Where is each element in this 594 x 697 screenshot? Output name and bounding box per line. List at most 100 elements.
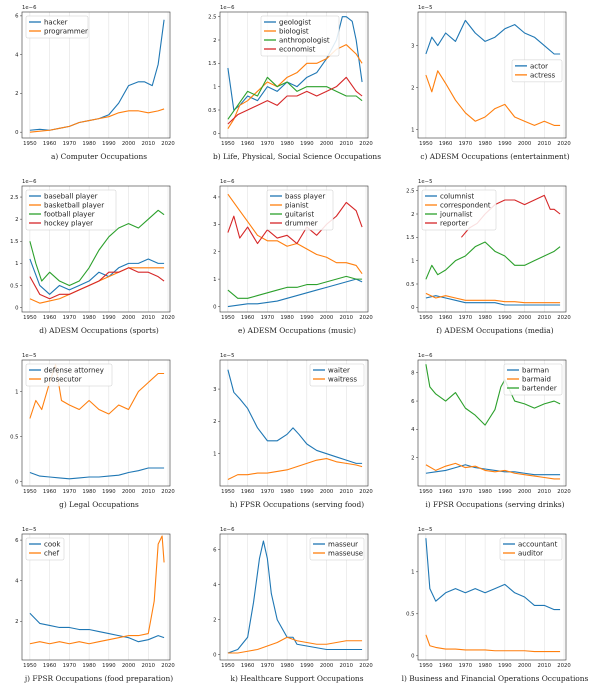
series-line-defense-attorney: [29, 467, 165, 480]
x-tick-label: 1980: [82, 489, 96, 495]
x-tick-label: 1990: [498, 663, 512, 669]
y-tick-label: 0: [15, 305, 19, 311]
legend-box: [421, 189, 497, 231]
series-line-cook: [29, 612, 165, 643]
y-tick-label: 2.5: [406, 188, 414, 194]
chart-panel: 1950 1960 1970 1980 1990 2000 2010 2020 0 0.5 1 1e−…: [0, 348, 198, 522]
chart-caption: f) ADESM Occupations (media): [436, 326, 554, 335]
x-tick-label: 1950: [221, 663, 235, 669]
x-tick-label: 1960: [439, 663, 453, 669]
x-tick-label: 2010: [340, 141, 354, 147]
chart-panel: 1950 1960 1970 1980 1990 2000 2010 2020 0 0.5 1 1e−…: [396, 522, 594, 696]
series-line-bass-player: [227, 278, 363, 308]
y-tick-label: 2.5: [208, 14, 216, 20]
x-tick-label: 2000: [518, 489, 532, 495]
x-tick-label: 1980: [82, 663, 96, 669]
x-tick-label: 1990: [300, 141, 314, 147]
x-tick-label: 1960: [241, 489, 255, 495]
legend-label: bartender: [522, 384, 557, 392]
y-tick-label: 3: [213, 222, 216, 228]
series-line-actor: [425, 19, 561, 55]
series-line-programmer: [29, 108, 165, 133]
series-line-pianist: [227, 193, 363, 274]
chart-panel: 1950 1960 1970 1980 1990 2000 2010 2020 0 0.5 1 1.5…: [396, 174, 594, 348]
x-tick-label: 1960: [43, 315, 57, 321]
x-tick-label: 1980: [478, 489, 492, 495]
y-tick-label: 2: [411, 212, 414, 218]
x-tick-label: 1960: [241, 141, 255, 147]
series-line-journalist: [425, 241, 561, 280]
y-tick-label: 0: [411, 305, 415, 311]
y-tick-label: 0.5: [10, 283, 18, 289]
scale-label: 1e−5: [22, 527, 36, 533]
x-tick-label: 2000: [320, 141, 334, 147]
x-tick-label: 1980: [280, 315, 294, 321]
x-tick-label: 1970: [459, 663, 473, 669]
y-tick-label: 0: [213, 131, 217, 137]
x-tick-label: 1960: [241, 315, 255, 321]
legend-label: actress: [530, 71, 556, 79]
series-line-anthropologist: [227, 76, 363, 120]
x-tick-label: 2010: [340, 663, 354, 669]
series-line-waitress: [227, 457, 363, 481]
x-tick-label: 1960: [439, 315, 453, 321]
y-tick-label: 6: [213, 548, 217, 554]
scale-label: 1e−6: [22, 5, 37, 11]
x-tick-label: 2020: [161, 141, 175, 147]
x-tick-label: 2010: [538, 489, 552, 495]
y-tick-label: 2: [15, 91, 18, 97]
chart-svg: 1950 1960 1970 1980 1990 2000 2010 2020 0 0.5 1 1e−…: [10, 353, 175, 495]
x-tick-label: 1950: [419, 141, 433, 147]
y-tick-label: 0: [15, 130, 19, 136]
legend-box: [25, 363, 113, 387]
y-tick-label: 1: [15, 261, 18, 267]
series-line-masseuse: [227, 636, 363, 654]
legend-box: [25, 15, 89, 39]
x-tick-label: 1960: [241, 663, 255, 669]
legend-label: football player: [44, 210, 95, 218]
legend-label: barmaid: [522, 375, 551, 383]
x-tick-label: 2020: [359, 141, 373, 147]
y-tick-label: 4: [15, 52, 19, 58]
x-tick-label: 1990: [102, 489, 116, 495]
x-tick-label: 2010: [142, 663, 156, 669]
x-tick-label: 1990: [498, 315, 512, 321]
y-tick-label: 1: [411, 570, 414, 576]
legend-label: journalist: [439, 210, 473, 218]
plot-frame: [219, 11, 369, 139]
legend-label: hacker: [44, 18, 68, 26]
legend-box: [25, 189, 117, 231]
plot-frame: [219, 533, 369, 661]
legend-label: drummer: [285, 219, 318, 227]
chart-panel: 1950 1960 1970 1980 1990 2000 2010 2020 0 2 4 6 1e−6…: [0, 0, 198, 174]
x-tick-label: 1950: [23, 663, 37, 669]
legend-label: defense attorney: [44, 366, 104, 374]
x-tick-label: 2000: [122, 315, 136, 321]
legend-label: actor: [530, 62, 548, 70]
x-tick-label: 2020: [161, 315, 175, 321]
y-tick-label: 0.5: [406, 612, 414, 618]
chart-caption: g) Legal Occupations: [59, 500, 139, 509]
scale-label: 1e−6: [220, 5, 235, 11]
x-tick-label: 1960: [43, 489, 57, 495]
y-tick-label: 0.5: [208, 108, 216, 114]
legend-label: waitress: [328, 375, 357, 383]
scale-label: 1e−6: [418, 353, 433, 359]
x-tick-label: 1970: [63, 489, 77, 495]
y-tick-label: 0: [213, 304, 217, 310]
x-tick-label: 1970: [261, 663, 275, 669]
chart-svg: 1950 1960 1970 1980 1990 2000 2010 2020 2 4 6 8 1e−6…: [411, 353, 571, 495]
legend-label: chef: [44, 549, 60, 557]
plot-frame: [219, 359, 369, 487]
chart-panel: 1950 1960 1970 1980 1990 2000 2010 2020 2 4 6 1e−5 c…: [0, 522, 198, 696]
x-tick-label: 1980: [82, 315, 96, 321]
y-tick-label: 2: [15, 619, 18, 625]
y-tick-label: 1: [213, 84, 216, 90]
legend-box: [503, 363, 563, 396]
series-line-geologist: [227, 16, 363, 111]
x-tick-label: 1980: [280, 489, 294, 495]
